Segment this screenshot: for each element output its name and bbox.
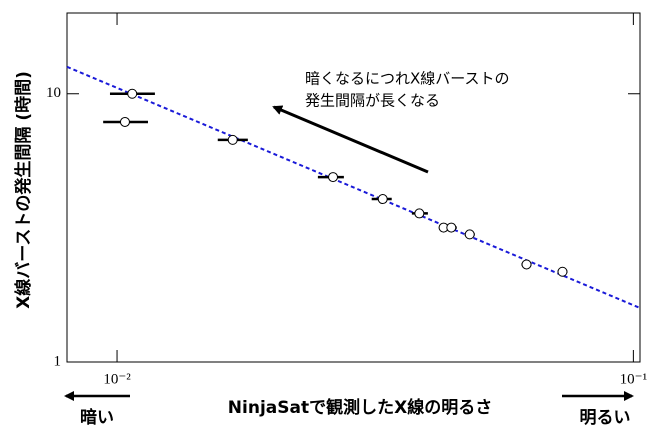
annotation-arrow — [272, 105, 429, 174]
left-label: 暗い — [80, 407, 114, 428]
data-point — [127, 88, 138, 99]
y-tick-label: 1 — [54, 353, 62, 369]
x-tick-label: 10⁻² — [103, 371, 131, 387]
y-tick-label: 10 — [46, 85, 61, 101]
plot-frame — [66, 12, 641, 363]
data-point — [521, 259, 532, 270]
data-point — [119, 116, 130, 127]
data-point — [464, 229, 475, 240]
fit-line — [66, 65, 641, 309]
data-point — [557, 266, 568, 277]
data-point — [377, 194, 388, 205]
right-label: 明るい — [580, 408, 631, 428]
annotation: 暗くなるにつれX線バーストの — [305, 70, 510, 88]
data-point — [227, 134, 238, 145]
x-axis-label: NinjaSatで観測したX線の明るさ — [228, 397, 492, 418]
y-axis-label: X線バーストの発生間隔 (時間) — [13, 71, 34, 309]
x-tick-label: 10⁻¹ — [620, 371, 647, 387]
data-point — [446, 222, 457, 233]
data-point — [414, 208, 425, 219]
annotation: 発生間隔が長くなる — [305, 92, 440, 110]
data-point — [328, 172, 339, 183]
